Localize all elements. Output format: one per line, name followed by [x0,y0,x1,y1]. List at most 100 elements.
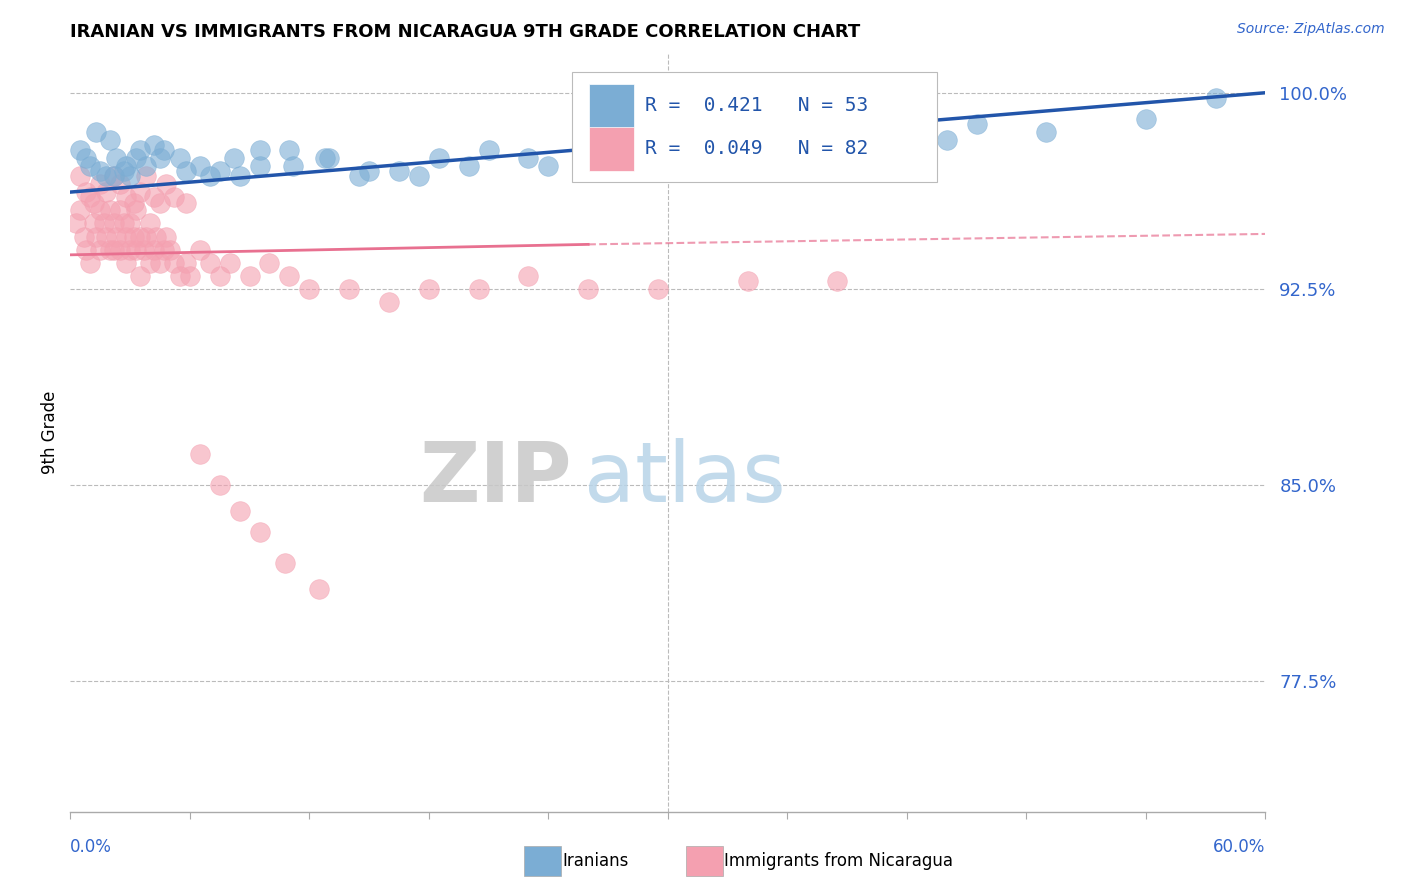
FancyBboxPatch shape [572,72,936,183]
Point [159,243,181,257]
Point [607,151,630,165]
Point [825,274,848,288]
Point [576,282,599,296]
Point [149,151,172,165]
Point [188,159,211,173]
Point [108,243,131,257]
Point [83,217,105,231]
Point [125,243,148,257]
Point [125,151,148,165]
Point [93,217,115,231]
Point [135,169,157,184]
Text: R =  0.049   N = 82: R = 0.049 N = 82 [645,139,869,158]
Point [135,229,157,244]
Point [179,268,201,283]
Point [188,243,211,257]
Point [79,159,101,173]
Y-axis label: 9th Grade: 9th Grade [41,391,59,475]
Text: 60.0%: 60.0% [1213,838,1265,855]
Point [337,282,360,296]
Point [228,504,250,518]
Text: 0.0%: 0.0% [70,838,112,855]
Point [103,217,125,231]
Point [75,185,97,199]
Point [163,255,186,269]
Point [174,195,197,210]
Point [359,164,381,178]
Point [89,164,111,178]
Point [198,169,221,184]
Point [129,185,152,199]
Point [149,195,172,210]
Point [89,203,111,218]
FancyBboxPatch shape [589,127,634,171]
Text: Iranians: Iranians [562,852,628,870]
Point [408,169,430,184]
Point [155,229,177,244]
Point [467,282,489,296]
Point [98,203,121,218]
Point [98,243,121,257]
Point [457,159,479,173]
Point [103,243,125,257]
Point [208,478,231,492]
Point [222,151,245,165]
Point [208,164,231,178]
Point [125,203,148,218]
Point [647,282,669,296]
Point [89,243,111,257]
Point [657,138,679,153]
Point [208,268,231,283]
Point [132,243,155,257]
Point [105,229,128,244]
Point [75,151,97,165]
Point [79,190,101,204]
Text: R =  0.421   N = 53: R = 0.421 N = 53 [645,95,869,114]
Point [259,255,281,269]
Point [69,203,91,218]
Point [96,169,117,184]
Point [1205,91,1227,105]
Point [537,159,560,173]
Point [145,229,167,244]
Point [153,243,176,257]
Point [105,151,128,165]
Text: Immigrants from Nicaragua: Immigrants from Nicaragua [724,852,953,870]
Text: atlas: atlas [585,438,786,518]
Point [188,446,211,460]
Point [427,151,450,165]
Point [122,229,145,244]
Point [112,217,135,231]
Point [766,138,789,153]
Point [866,125,889,139]
Point [218,255,240,269]
Point [686,143,709,157]
Point [115,190,138,204]
Point [75,243,97,257]
Point [174,255,197,269]
Point [163,190,186,204]
Point [103,169,125,184]
Text: ZIP: ZIP [420,438,572,518]
Point [129,143,152,157]
Point [79,255,101,269]
Point [143,138,166,153]
Point [69,143,91,157]
Point [1135,112,1157,126]
Point [283,159,305,173]
Point [139,217,162,231]
Point [143,243,166,257]
Point [314,151,336,165]
Point [169,151,191,165]
Point [65,217,87,231]
Point [228,169,250,184]
Point [120,217,141,231]
Point [108,178,131,192]
Point [347,169,370,184]
Point [73,229,96,244]
Point [84,125,107,139]
Point [115,159,138,173]
Point [129,229,152,244]
Point [96,185,117,199]
Point [278,268,301,283]
